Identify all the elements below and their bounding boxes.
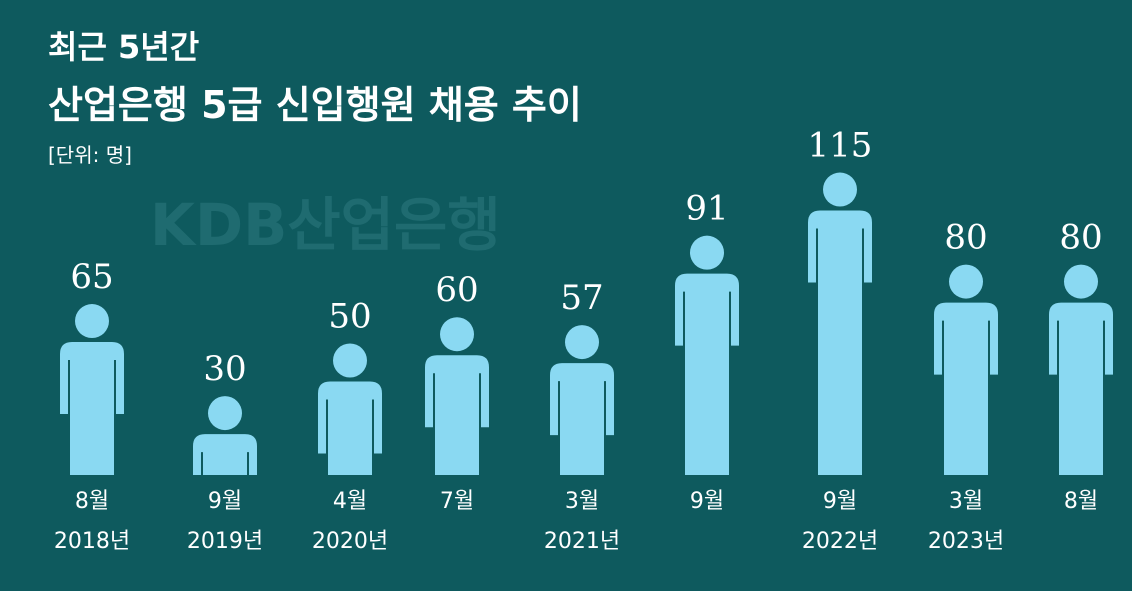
person-bar [318,343,382,475]
person-bar [60,304,124,475]
person-bar [675,235,739,475]
x-tick-label: 4월 [333,489,367,514]
x-tick-label: 9월 [690,489,724,514]
person-head [823,172,857,207]
year-label: 2020년 [312,529,388,554]
year-label: 2022년 [802,529,878,554]
chart-title: 최근 5년간 [48,28,199,66]
x-tick-label: 9월 [208,489,242,514]
x-tick-label: 9월 [823,489,857,514]
person-body [425,355,489,475]
person-body [675,273,739,475]
x-tick-label: 7월 [440,489,474,514]
person-head [565,325,599,360]
person-bar [1049,264,1113,475]
value-label: 80 [1059,218,1102,258]
person-body [808,210,872,476]
person-body [318,381,382,475]
year-label: 2023년 [928,529,1004,554]
value-label: 91 [685,189,728,229]
watermark: KDB산업은행 [150,191,501,259]
person-bar [934,264,998,475]
person-bar [808,172,872,476]
year-label: 2018년 [54,529,130,554]
person-body [60,342,124,475]
person-head [1064,264,1098,299]
person-body [550,363,614,475]
x-tick-label: 8월 [1064,489,1098,514]
person-bar [550,325,614,475]
person-head [208,396,242,431]
x-tick-label: 8월 [75,489,109,514]
person-body [1049,302,1113,475]
person-head [333,343,367,378]
value-label: 65 [70,257,113,297]
person-body [934,302,998,475]
unit-label: [단위: 명] [48,143,132,167]
x-tick-label: 3월 [565,489,599,514]
chart-subtitle: 산업은행 5급 신입행원 채용 추이 [48,83,582,127]
value-label: 80 [944,218,987,258]
value-label: 50 [328,297,371,337]
value-label: 30 [203,349,246,389]
value-label: 115 [808,126,873,166]
value-label: 60 [435,270,478,310]
value-label: 57 [560,278,603,318]
person-head [75,304,109,339]
person-body [193,434,257,475]
year-label: 2021년 [544,529,620,554]
person-head [690,235,724,270]
person-head [440,317,474,352]
x-tick-label: 3월 [949,489,983,514]
person-bar [425,317,489,475]
person-bar [193,396,257,475]
year-label: 2019년 [187,529,263,554]
person-head [949,264,983,299]
